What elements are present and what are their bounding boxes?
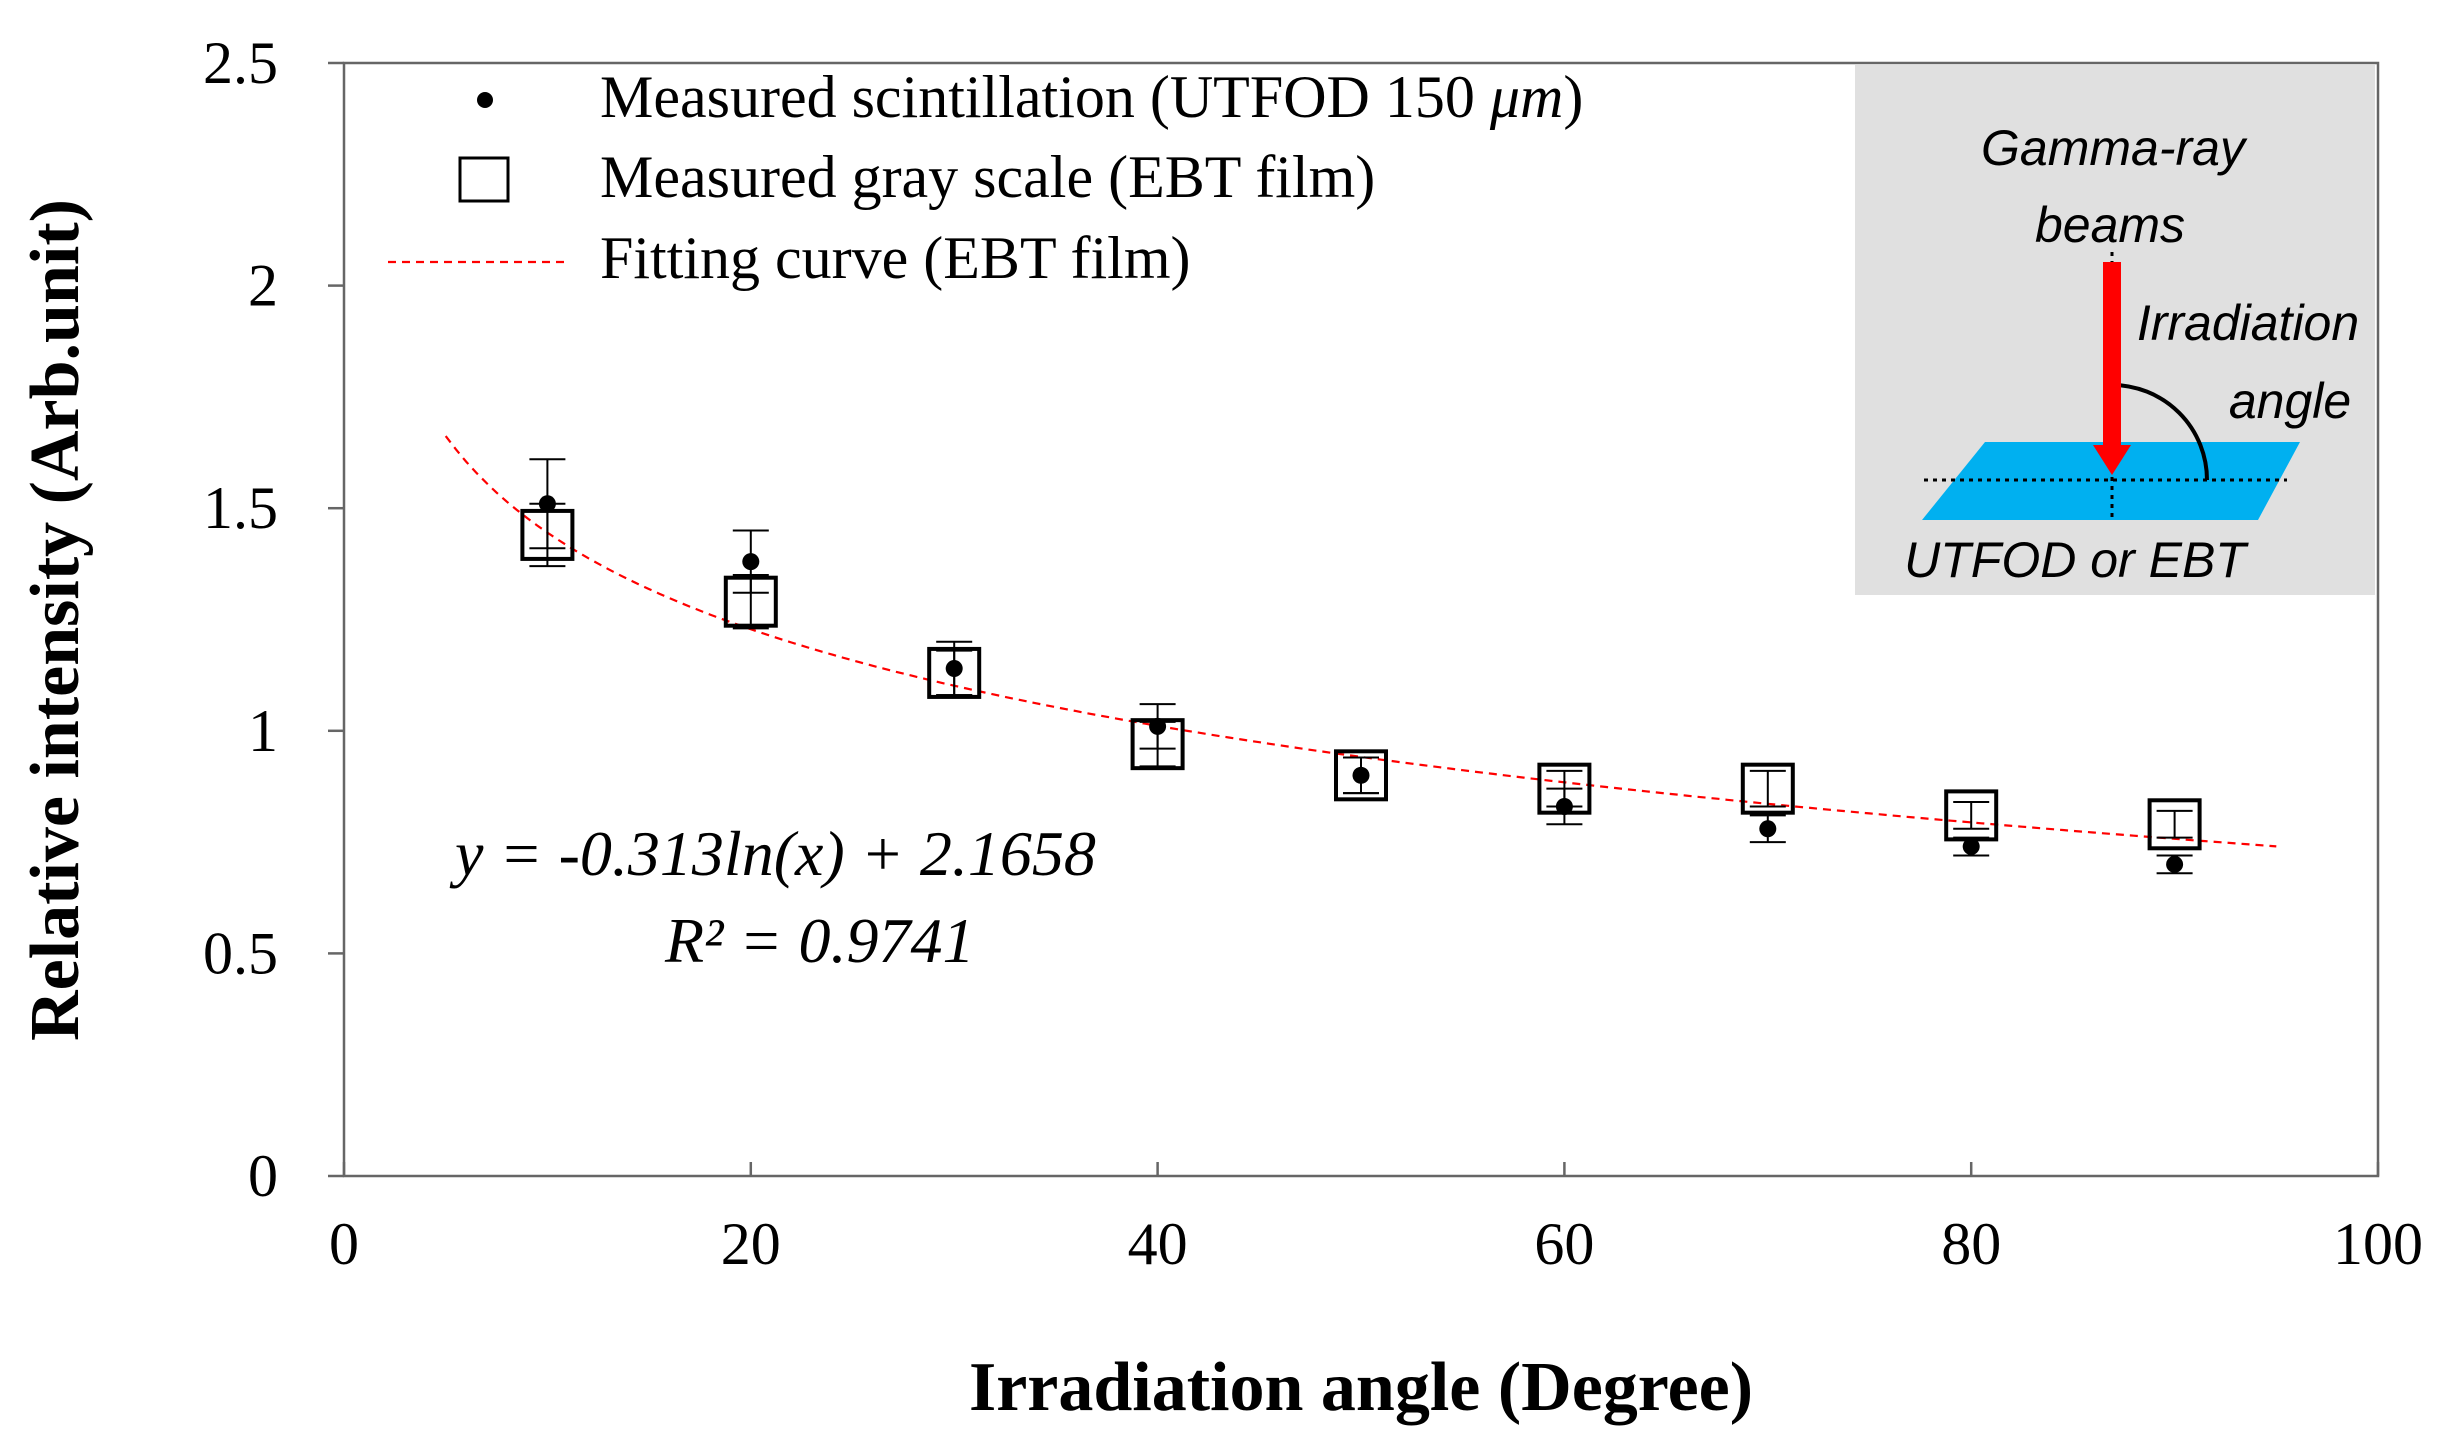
x-tick-label: 80 — [1941, 1211, 2001, 1277]
scintillation-series — [529, 458, 2193, 875]
scintillation-point — [538, 495, 556, 513]
inset-beam-label-line2: beams — [2035, 197, 2185, 253]
x-tick-label: 0 — [329, 1211, 359, 1277]
inset-beam-label-line1: Gamma-ray — [1981, 120, 2248, 176]
legend-square-marker — [458, 156, 510, 203]
equation-annotation: y = -0.313ln(x) + 2.1658 — [449, 818, 1096, 889]
y-tick-label: 1.5 — [203, 475, 278, 541]
r-squared-annotation: R² = 0.9741 — [664, 905, 974, 976]
inset-beam-arrow-head — [2093, 445, 2131, 475]
scintillation-point — [1962, 838, 1980, 856]
y-tick-label: 0.5 — [203, 920, 278, 986]
inset-angle-label-line1: Irradiation — [2137, 295, 2359, 351]
y-tick-label: 0 — [248, 1143, 278, 1209]
inset-angle-arc — [2111, 383, 2209, 481]
x-axis: 0 20 40 60 80 100 — [329, 1162, 2423, 1277]
scintillation-point — [742, 553, 760, 571]
inset-detector-label: UTFOD or EBT — [1904, 532, 2249, 588]
gray-scale-point — [2147, 798, 2202, 851]
x-axis-title: Irradiation angle (Degree) — [969, 1349, 1753, 1426]
inset-diagram: Gamma-ray beams Irradiation angle UTFOD … — [1855, 65, 2375, 595]
y-axis-title: Relative intensity (Arb.unit) — [17, 199, 94, 1041]
legend-dot-marker — [477, 92, 493, 108]
x-tick-label: 100 — [2333, 1211, 2423, 1277]
scintillation-point — [1149, 717, 1167, 735]
scintillation-point — [2166, 855, 2184, 873]
scintillation-point — [1555, 797, 1573, 815]
legend-label-gray-scale: Measured gray scale (EBT film) — [600, 144, 1375, 210]
inset-beam-arrow-shaft — [2103, 262, 2121, 447]
gray-scale-point — [1334, 749, 1388, 802]
gray-scale-point — [1740, 762, 1795, 815]
y-axis: 0 0.5 1 1.5 2 2.5 — [203, 30, 344, 1209]
y-tick-label: 2 — [248, 253, 278, 319]
x-tick-label: 20 — [721, 1211, 781, 1277]
x-tick-label: 40 — [1128, 1211, 1188, 1277]
y-tick-label: 1 — [248, 698, 278, 764]
y-tick-label: 2.5 — [203, 30, 278, 96]
legend-label-fitting: Fitting curve (EBT film) — [600, 225, 1190, 291]
inset-angle-label-line2: angle — [2229, 373, 2351, 429]
scintillation-point — [1352, 766, 1370, 784]
legend-label-scintillation: Measured scintillation (UTFOD 150 μm) — [600, 64, 1583, 130]
legend: Measured scintillation (UTFOD 150 μm) Me… — [388, 64, 1583, 291]
x-tick-label: 60 — [1534, 1211, 1594, 1277]
scintillation-point — [1759, 820, 1777, 838]
scintillation-point — [945, 659, 963, 677]
